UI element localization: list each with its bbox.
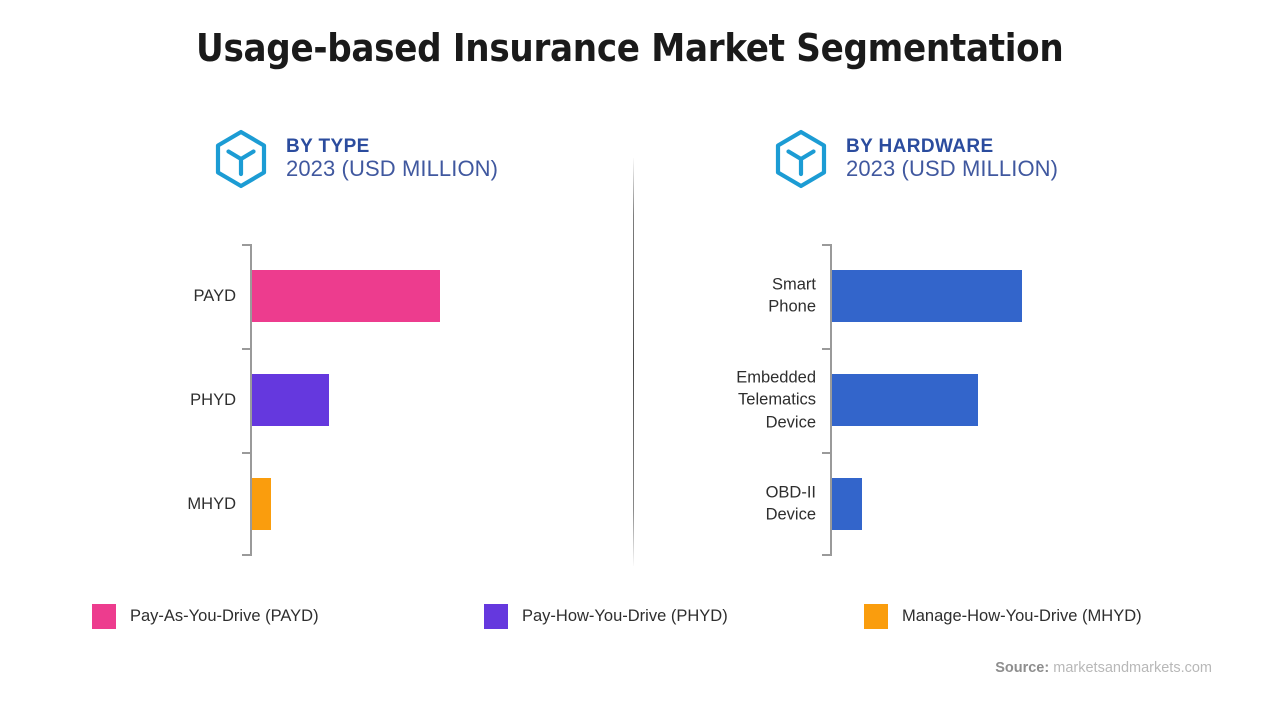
chart-legend: Pay-As-You-Drive (PAYD) Pay-How-You-Driv… [92, 604, 1192, 629]
legend-swatch-phyd [484, 604, 508, 629]
bar-row: PHYD [190, 348, 630, 452]
bar-phyd [252, 374, 329, 426]
page-title: Usage-based Insurance Market Segmentatio… [196, 26, 1064, 70]
legend-label-mhyd: Manage-How-You-Drive (MHYD) [902, 607, 1142, 625]
bar-category-label: PHYD [190, 390, 236, 409]
axis-tick [242, 244, 250, 246]
legend-swatch-mhyd [864, 604, 888, 629]
chart-axis-line [830, 244, 832, 556]
legend-swatch-payd [92, 604, 116, 629]
panel-by-hardware: BY HARDWARE 2023 (USD MILLION) Smart Pho… [736, 120, 1210, 570]
axis-tick [822, 554, 830, 556]
bar-category-label: OBD-II Device [765, 483, 816, 524]
legend-label-phyd: Pay-How-You-Drive (PHYD) [522, 607, 728, 625]
hexagon-y-icon [210, 128, 272, 190]
source-label: Source: [995, 660, 1050, 676]
panel-subtitle: 2023 (USD MILLION) [846, 156, 1059, 182]
axis-tick [822, 348, 830, 350]
axis-tick [242, 554, 250, 556]
bar-row: Smart Phone [768, 244, 1210, 348]
chart-axis-line [250, 244, 252, 556]
bar-category-label: PAYD [193, 286, 236, 305]
hexagon-y-icon [770, 128, 832, 190]
bar-category-label: MHYD [187, 494, 236, 513]
bar-smart-phone [832, 270, 1022, 322]
bar-mhyd [252, 478, 271, 530]
axis-tick [822, 244, 830, 246]
source-line: Source: marketsandmarkets.com [995, 660, 1212, 676]
chart-by-hardware: Smart Phone Embedded Telematics Device O… [736, 244, 1210, 556]
panel-kicker: BY TYPE [286, 136, 370, 158]
bar-row: PAYD [194, 244, 630, 348]
bar-row: MHYD [187, 452, 630, 556]
legend-item-phyd: Pay-How-You-Drive (PHYD) [484, 604, 864, 629]
panel-by-type: BY TYPE 2023 (USD MILLION) PAYD PHYD MHY… [187, 120, 630, 570]
bar-category-label: Embedded Telematics Device [736, 368, 816, 432]
bar-payd [252, 270, 440, 322]
axis-tick [242, 348, 250, 350]
legend-item-payd: Pay-As-You-Drive (PAYD) [92, 604, 484, 629]
legend-label-payd: Pay-As-You-Drive (PAYD) [130, 607, 319, 625]
source-value: marketsandmarkets.com [1053, 660, 1212, 676]
panel-header-by-hardware: BY HARDWARE 2023 (USD MILLION) [770, 128, 1058, 190]
bar-row: Embedded Telematics Device [736, 348, 1210, 452]
chart-by-type: PAYD PHYD MHYD [187, 244, 630, 556]
bar-embedded-telematics-device [832, 374, 978, 426]
legend-item-mhyd: Manage-How-You-Drive (MHYD) [864, 604, 1142, 629]
panel-header-by-type: BY TYPE 2023 (USD MILLION) [210, 128, 498, 190]
panel-kicker: BY HARDWARE [846, 136, 994, 158]
bar-obd-ii-device [832, 478, 862, 530]
panel-subtitle: 2023 (USD MILLION) [286, 156, 499, 182]
axis-tick [242, 452, 250, 454]
panel-divider [633, 158, 634, 566]
bar-category-label: Smart Phone [768, 275, 816, 316]
axis-tick [822, 452, 830, 454]
bar-row: OBD-II Device [766, 452, 1210, 556]
